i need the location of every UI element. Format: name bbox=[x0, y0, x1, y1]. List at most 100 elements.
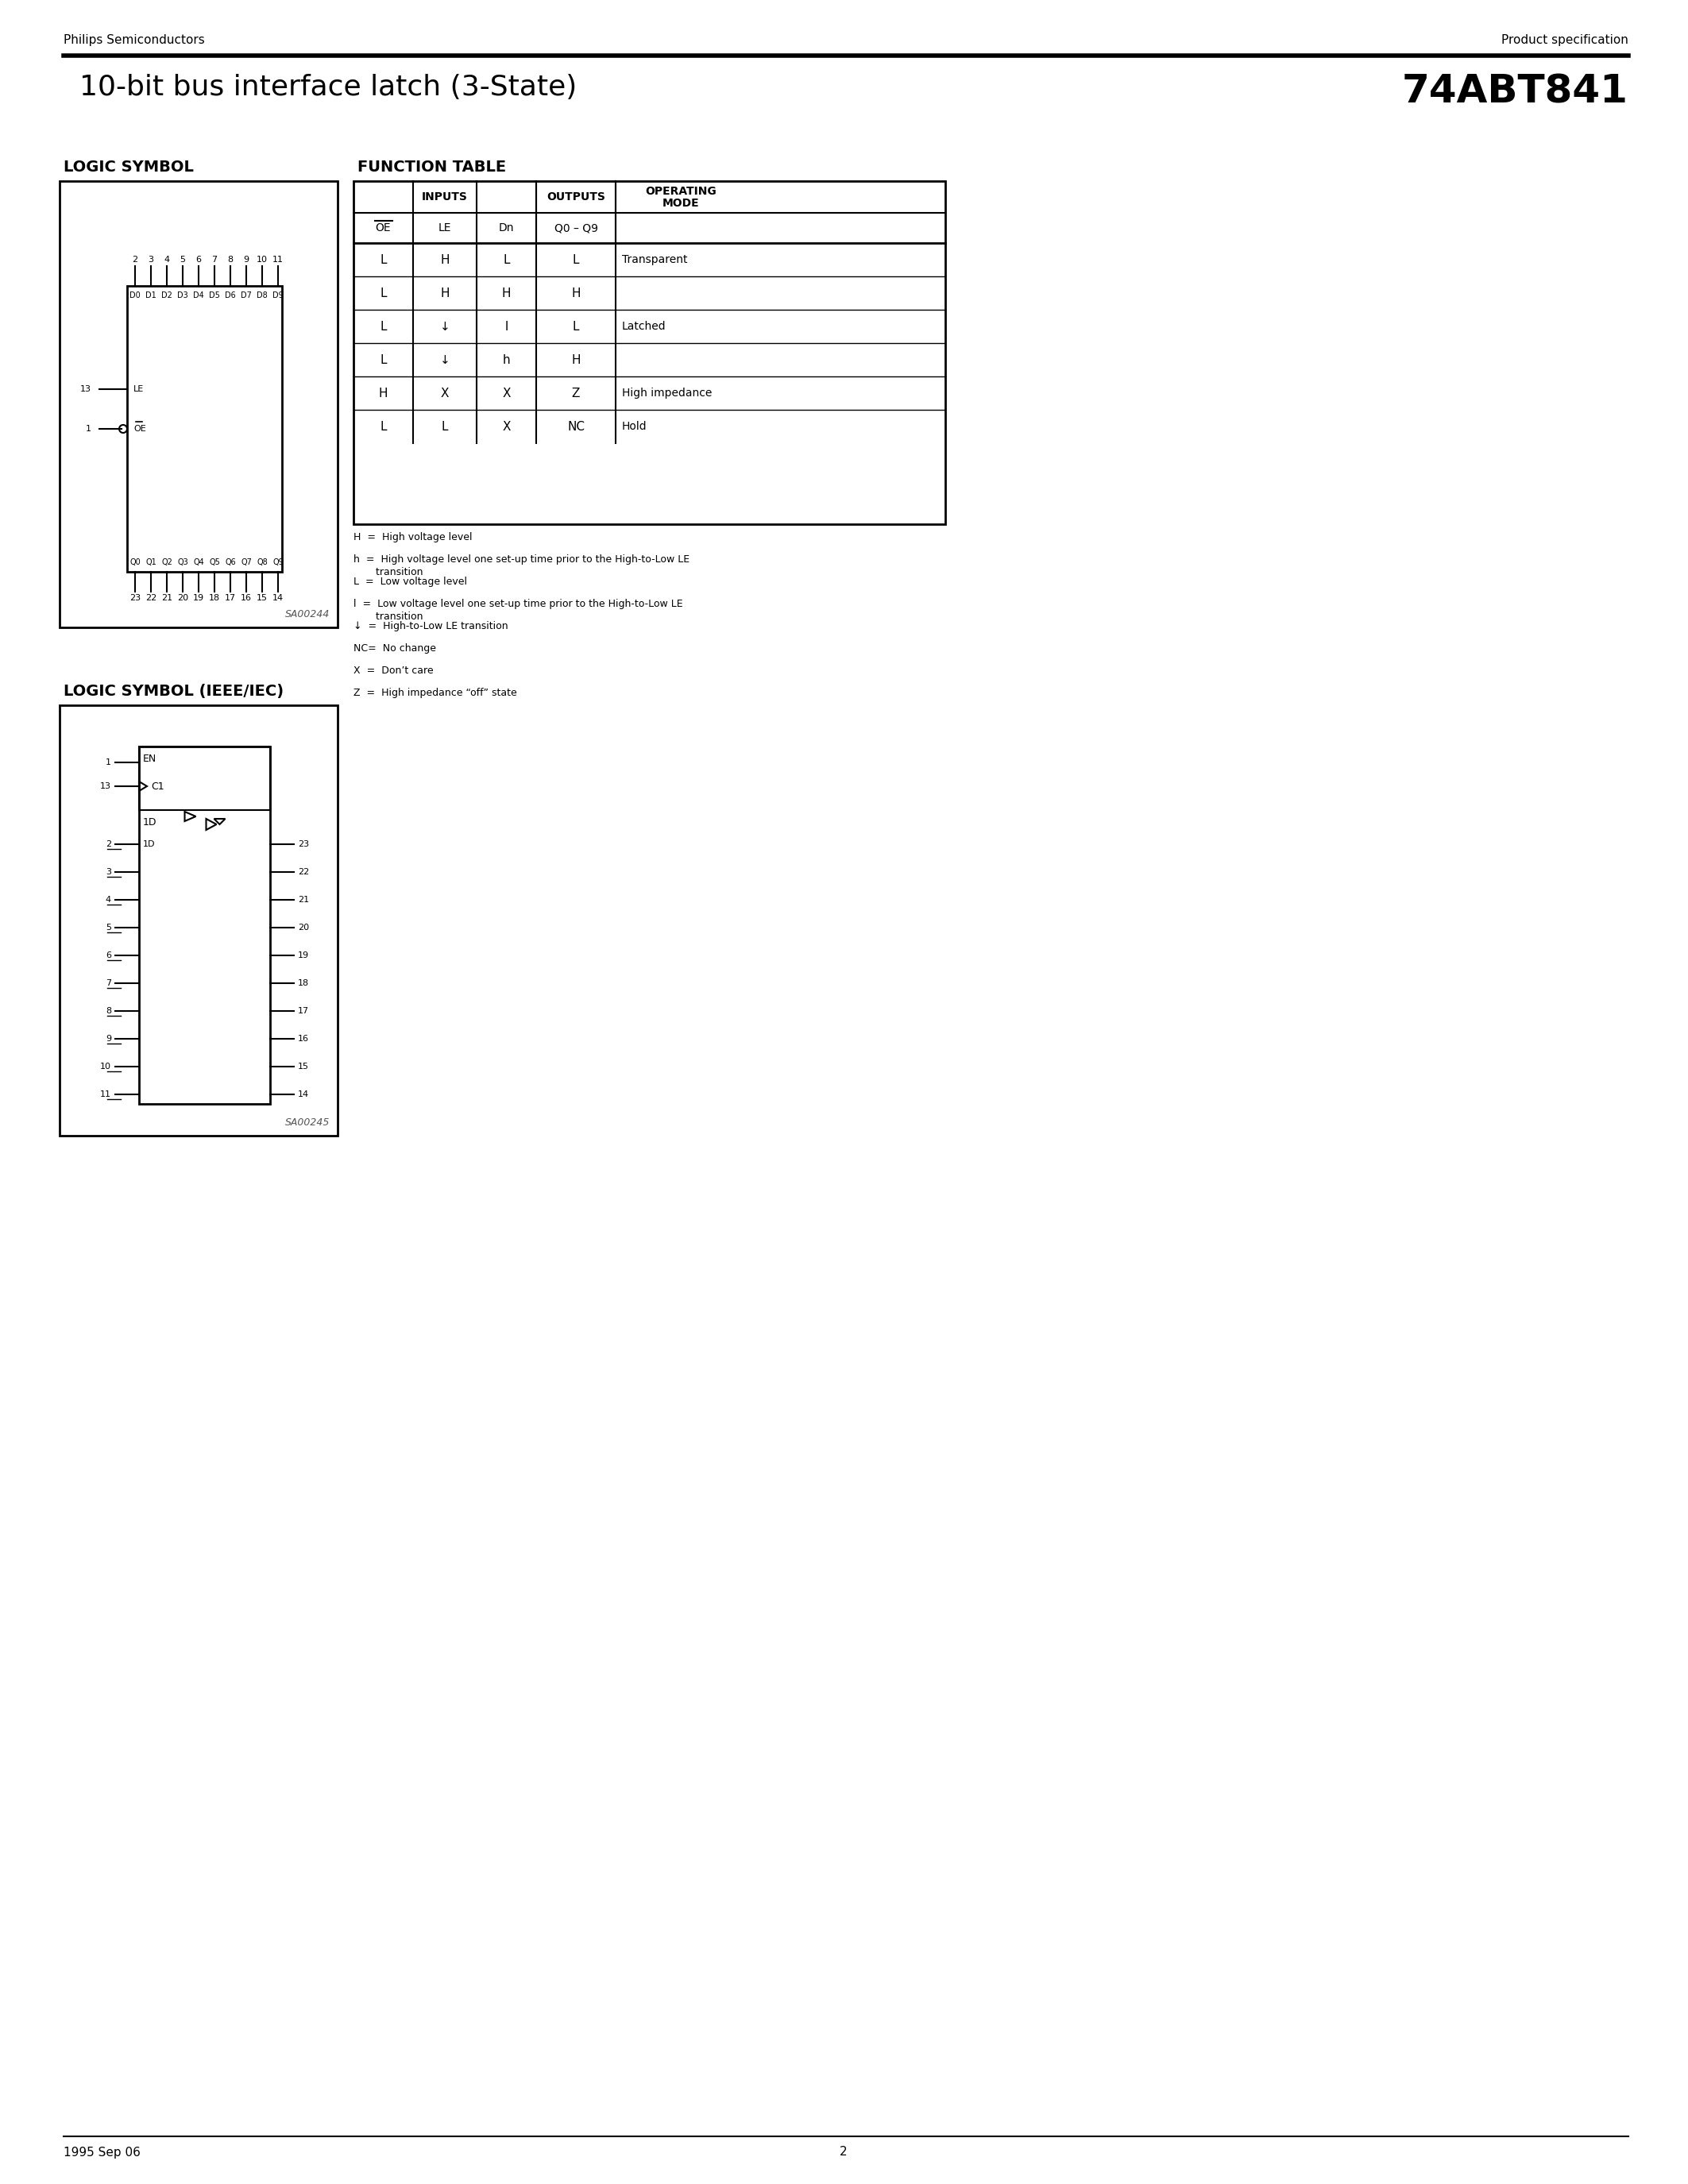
Text: 18: 18 bbox=[209, 594, 219, 603]
Text: Q1: Q1 bbox=[145, 559, 157, 566]
Text: 2: 2 bbox=[106, 841, 111, 847]
Text: EN: EN bbox=[143, 753, 157, 764]
Text: H: H bbox=[378, 387, 388, 400]
Text: 20: 20 bbox=[177, 594, 189, 603]
Text: 1D: 1D bbox=[143, 841, 155, 847]
Text: Philips Semiconductors: Philips Semiconductors bbox=[64, 33, 204, 46]
Text: L: L bbox=[380, 253, 387, 266]
Text: 2: 2 bbox=[841, 2147, 847, 2158]
Text: Q0: Q0 bbox=[130, 559, 140, 566]
Text: LOGIC SYMBOL (IEEE/IEC): LOGIC SYMBOL (IEEE/IEC) bbox=[64, 684, 284, 699]
Text: OPERATING: OPERATING bbox=[645, 186, 717, 197]
Text: L: L bbox=[380, 422, 387, 432]
Text: Transparent: Transparent bbox=[621, 253, 687, 264]
Text: 9: 9 bbox=[106, 1035, 111, 1042]
Text: 13: 13 bbox=[81, 384, 91, 393]
Text: SA00245: SA00245 bbox=[285, 1118, 329, 1127]
Text: 3: 3 bbox=[149, 256, 154, 264]
Text: 22: 22 bbox=[145, 594, 157, 603]
Text: D6: D6 bbox=[225, 290, 236, 299]
Text: 74ABT841: 74ABT841 bbox=[1403, 72, 1629, 111]
Text: 8: 8 bbox=[228, 256, 233, 264]
Text: 19: 19 bbox=[297, 950, 309, 959]
Text: D0: D0 bbox=[130, 290, 140, 299]
Text: L: L bbox=[380, 286, 387, 299]
Text: SA00244: SA00244 bbox=[285, 609, 329, 620]
Text: D2: D2 bbox=[162, 290, 172, 299]
Text: 11: 11 bbox=[272, 256, 284, 264]
Text: Q9: Q9 bbox=[272, 559, 284, 566]
Text: High impedance: High impedance bbox=[621, 387, 712, 400]
Text: 1: 1 bbox=[86, 426, 91, 432]
Text: 20: 20 bbox=[297, 924, 309, 930]
Text: Q0 – Q9: Q0 – Q9 bbox=[554, 223, 598, 234]
Text: X: X bbox=[503, 422, 510, 432]
Text: C1: C1 bbox=[150, 782, 164, 791]
Text: X  =  Don’t care: X = Don’t care bbox=[353, 666, 434, 675]
Text: L: L bbox=[503, 253, 510, 266]
Text: 15: 15 bbox=[297, 1061, 309, 1070]
Text: 9: 9 bbox=[243, 256, 250, 264]
Text: X: X bbox=[503, 387, 510, 400]
Text: 5: 5 bbox=[106, 924, 111, 930]
Text: 14: 14 bbox=[272, 594, 284, 603]
Text: 19: 19 bbox=[192, 594, 204, 603]
Text: LE: LE bbox=[439, 223, 451, 234]
Text: 6: 6 bbox=[106, 950, 111, 959]
Text: D1: D1 bbox=[145, 290, 157, 299]
Bar bbox=[353, 181, 945, 524]
Text: H: H bbox=[571, 286, 581, 299]
Text: 8: 8 bbox=[106, 1007, 111, 1016]
Text: transition: transition bbox=[353, 568, 424, 577]
Text: H: H bbox=[571, 354, 581, 365]
Text: Q2: Q2 bbox=[162, 559, 172, 566]
Text: h  =  High voltage level one set-up time prior to the High-to-Low LE: h = High voltage level one set-up time p… bbox=[353, 555, 690, 566]
Text: D9: D9 bbox=[272, 290, 284, 299]
Text: 11: 11 bbox=[100, 1090, 111, 1099]
Text: 10-bit bus interface latch (3-State): 10-bit bus interface latch (3-State) bbox=[79, 74, 577, 100]
Text: Latched: Latched bbox=[621, 321, 667, 332]
Text: LE: LE bbox=[133, 384, 143, 393]
Text: 15: 15 bbox=[257, 594, 268, 603]
Text: D5: D5 bbox=[209, 290, 219, 299]
Text: H: H bbox=[441, 286, 449, 299]
Text: l  =  Low voltage level one set-up time prior to the High-to-Low LE: l = Low voltage level one set-up time pr… bbox=[353, 598, 684, 609]
Text: L: L bbox=[380, 354, 387, 365]
Text: Q7: Q7 bbox=[241, 559, 252, 566]
Text: 13: 13 bbox=[100, 782, 111, 791]
Text: transition: transition bbox=[353, 612, 424, 622]
Text: L: L bbox=[572, 253, 579, 266]
Text: ↓: ↓ bbox=[441, 354, 451, 365]
Text: INPUTS: INPUTS bbox=[422, 192, 468, 203]
Text: Dn: Dn bbox=[498, 223, 515, 234]
Bar bbox=[138, 747, 270, 1103]
Text: 3: 3 bbox=[106, 867, 111, 876]
Text: Hold: Hold bbox=[621, 422, 647, 432]
Text: Q4: Q4 bbox=[192, 559, 204, 566]
Text: L: L bbox=[380, 321, 387, 332]
Text: Z  =  High impedance “off” state: Z = High impedance “off” state bbox=[353, 688, 517, 699]
Text: 16: 16 bbox=[297, 1035, 309, 1042]
Text: 23: 23 bbox=[130, 594, 140, 603]
Text: Q6: Q6 bbox=[225, 559, 236, 566]
Bar bbox=[127, 286, 282, 572]
Text: 6: 6 bbox=[196, 256, 201, 264]
Text: NC=  No change: NC= No change bbox=[353, 644, 436, 653]
Text: Q8: Q8 bbox=[257, 559, 268, 566]
Text: 18: 18 bbox=[297, 978, 309, 987]
Text: H  =  High voltage level: H = High voltage level bbox=[353, 533, 473, 542]
Text: FUNCTION TABLE: FUNCTION TABLE bbox=[358, 159, 506, 175]
Text: 7: 7 bbox=[106, 978, 111, 987]
Text: Z: Z bbox=[572, 387, 581, 400]
Text: 1995 Sep 06: 1995 Sep 06 bbox=[64, 2147, 140, 2158]
Text: 1D: 1D bbox=[143, 817, 157, 828]
Text: 10: 10 bbox=[257, 256, 268, 264]
Text: 7: 7 bbox=[211, 256, 218, 264]
Text: 17: 17 bbox=[297, 1007, 309, 1016]
Text: L: L bbox=[572, 321, 579, 332]
Text: 21: 21 bbox=[297, 895, 309, 904]
Text: LOGIC SYMBOL: LOGIC SYMBOL bbox=[64, 159, 194, 175]
Text: OUTPUTS: OUTPUTS bbox=[547, 192, 606, 203]
Text: 16: 16 bbox=[241, 594, 252, 603]
Text: 21: 21 bbox=[162, 594, 172, 603]
